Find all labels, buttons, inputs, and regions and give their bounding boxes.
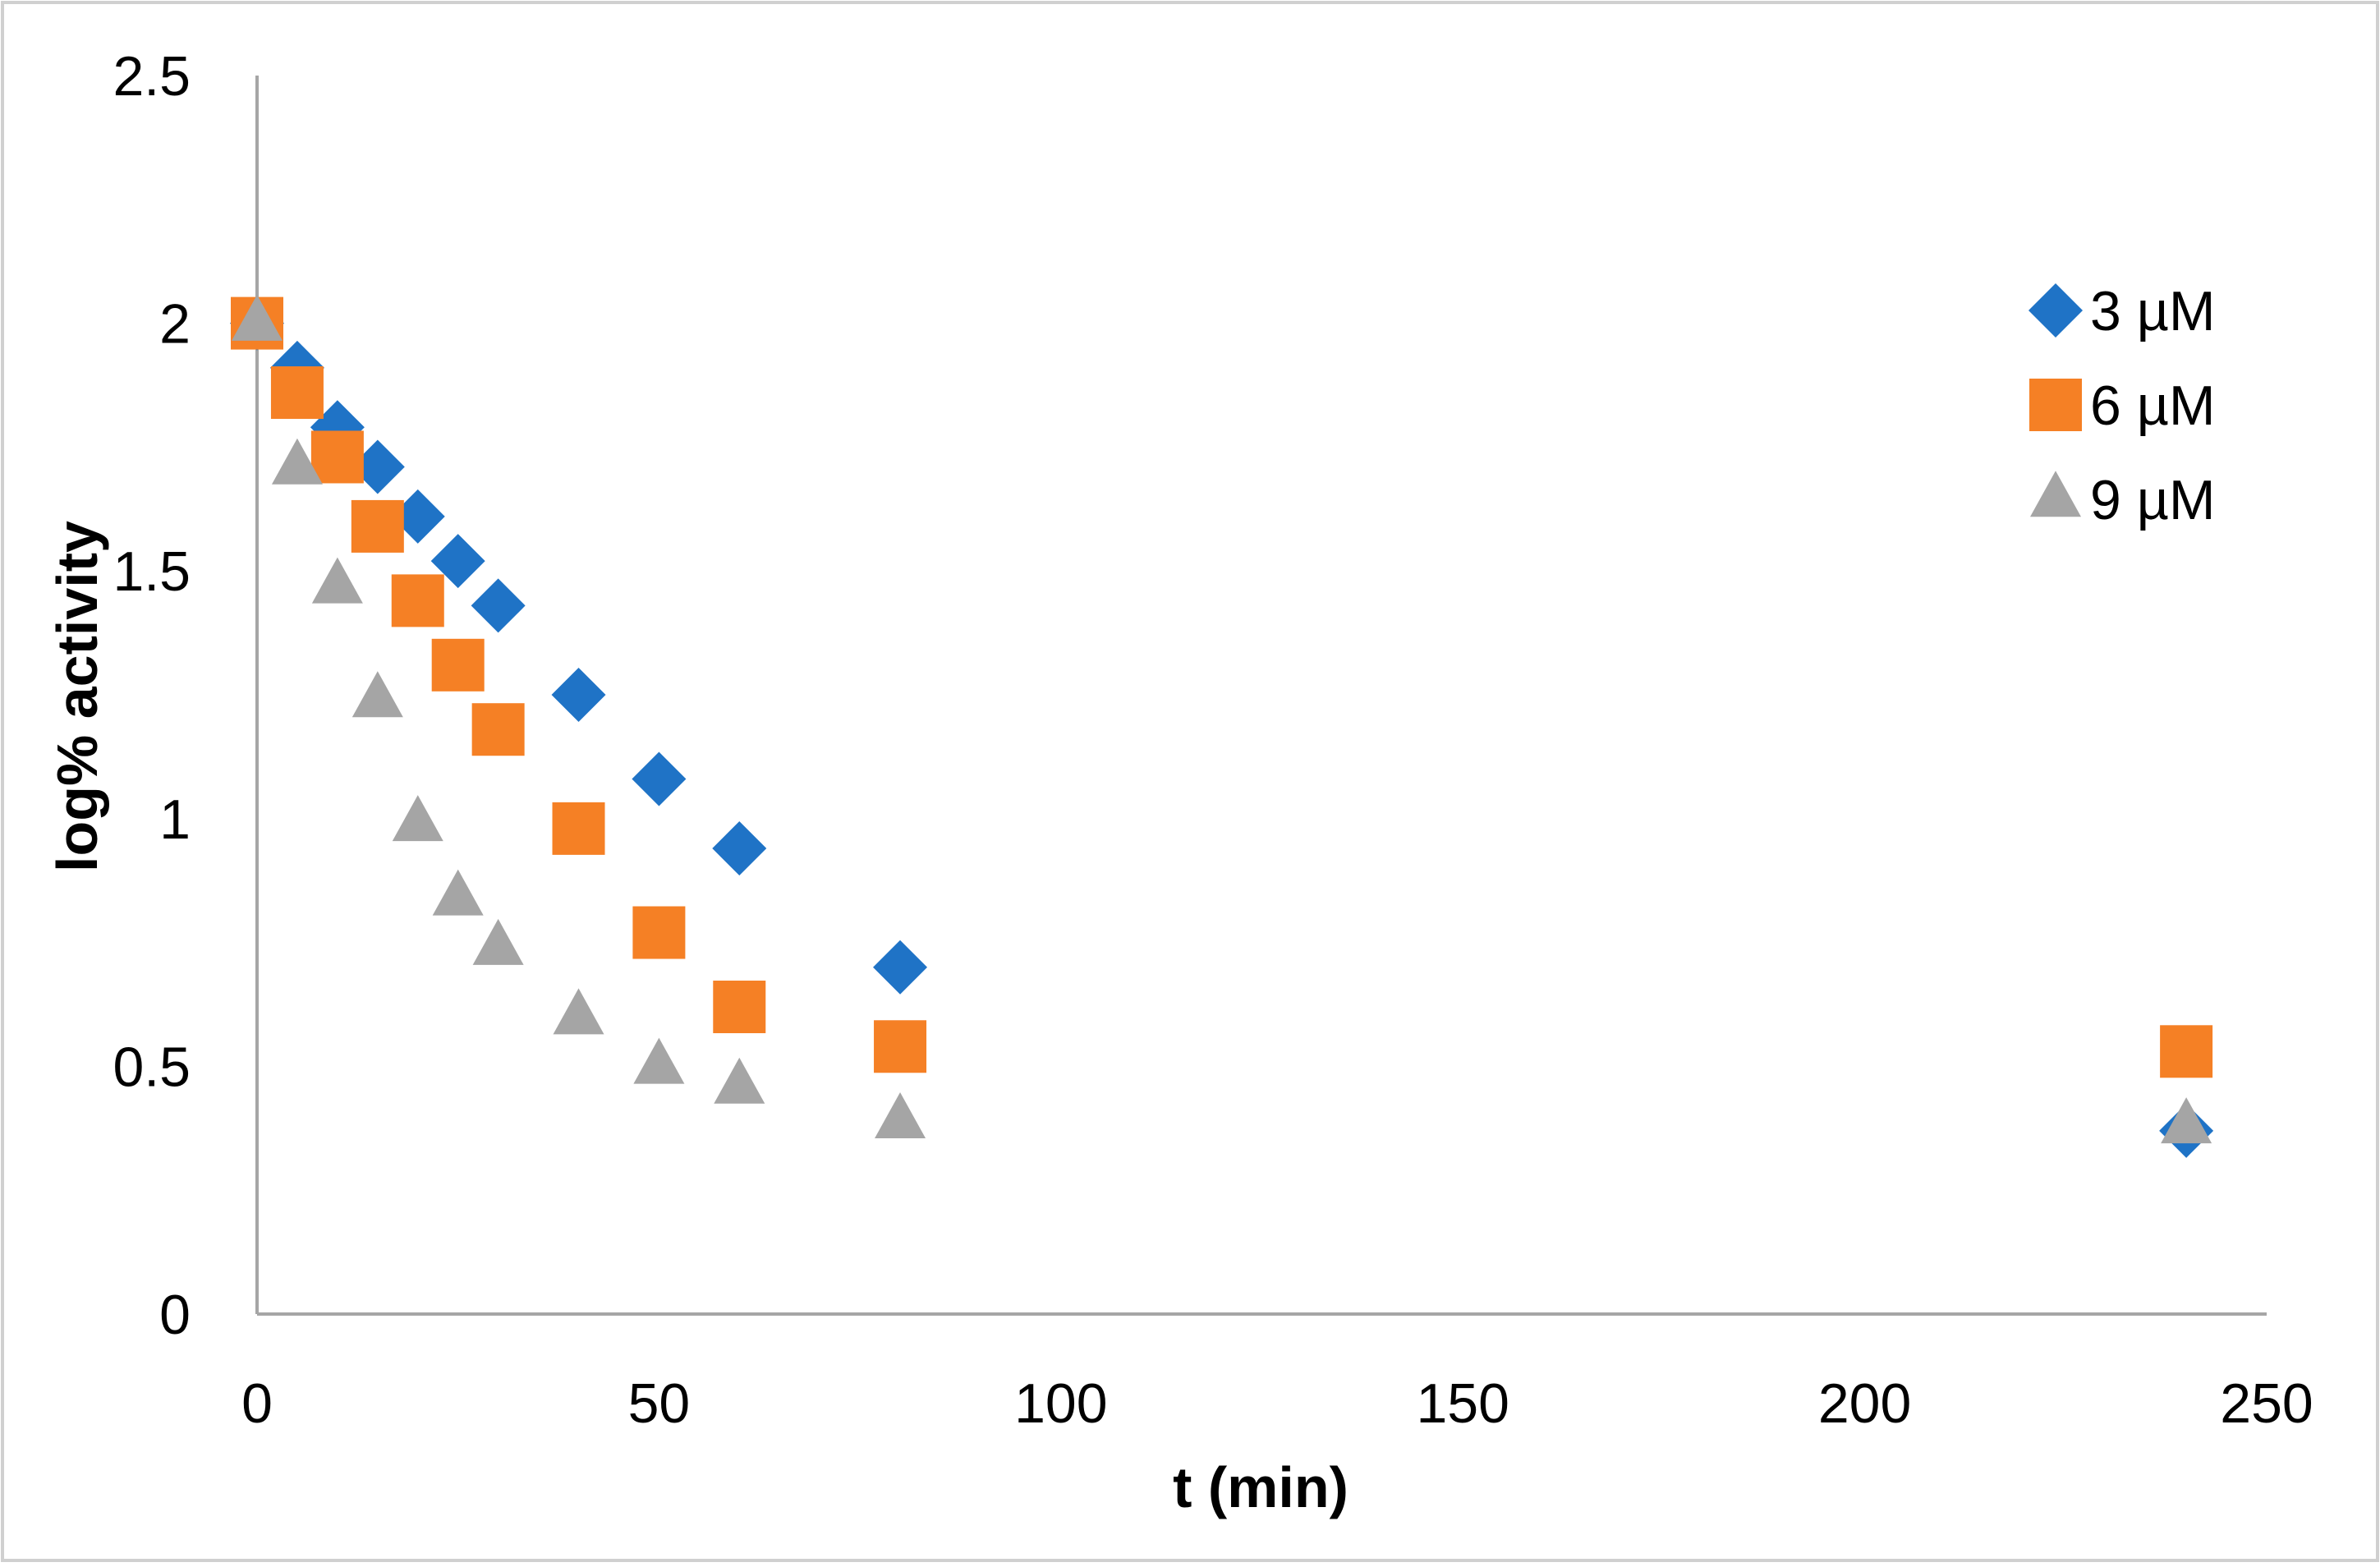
data-point [430,534,485,589]
x-tick-label: 100 [1014,1372,1107,1435]
data-points [230,294,2214,1158]
series-2 [231,296,2213,1078]
legend-label: 6 µM [2090,375,2216,437]
data-point [350,439,405,494]
data-point [232,294,283,341]
data-point [271,438,323,485]
legend-label: 3 µM [2090,280,2216,342]
data-point [873,940,928,995]
y-tick-label: 2 [159,293,191,356]
series-3 [232,294,2212,1144]
y-tick-label: 1.5 [113,540,191,603]
legend-marker [2030,471,2081,517]
y-tick-label: 1 [159,788,191,851]
legend-label: 9 µM [2090,469,2216,531]
data-point [270,366,324,420]
x-tick-label: 200 [1818,1372,1911,1435]
y-tick-label: 2.5 [113,45,191,108]
data-point [311,557,363,604]
data-point [2161,1097,2212,1144]
data-point [713,981,766,1034]
data-point [553,988,604,1035]
y-tick-label: 0.5 [113,1036,191,1098]
y-tick-label: 0 [159,1284,191,1346]
legend-item: 9 µM [2030,469,2216,531]
x-tick-label: 0 [241,1372,273,1435]
data-point [714,1057,765,1104]
data-point [392,795,443,842]
data-point [391,574,444,627]
data-point [632,906,686,959]
data-point [431,638,485,692]
data-point [874,1020,927,1073]
data-point [472,918,524,965]
data-point [552,802,605,855]
legend-marker [2029,283,2083,338]
data-point [633,1037,685,1084]
data-point [712,820,767,875]
legend-item: 3 µM [2029,280,2216,342]
data-point [310,430,364,484]
data-point [875,1092,926,1139]
legend: 3 µM 6 µM 9 µM [2029,280,2216,531]
data-point [551,668,606,722]
y-axis-title: log% activity [45,521,109,872]
data-point [351,671,403,718]
axes: 0 0.5 1 1.5 2 2.5 0 50 100 150 200 250 [113,45,2313,1435]
x-tick-label: 250 [2220,1372,2313,1435]
data-point [351,499,404,553]
x-tick-label: 50 [628,1372,691,1435]
data-point [471,578,526,633]
legend-item: 6 µM [2029,375,2216,437]
x-tick-label: 150 [1416,1372,1509,1435]
legend-marker [2029,379,2082,431]
data-point [632,751,687,806]
data-point [390,489,445,544]
x-axis-title: t (min) [1173,1455,1349,1519]
data-point [471,703,525,756]
data-point [2160,1025,2213,1078]
data-point [432,869,484,916]
